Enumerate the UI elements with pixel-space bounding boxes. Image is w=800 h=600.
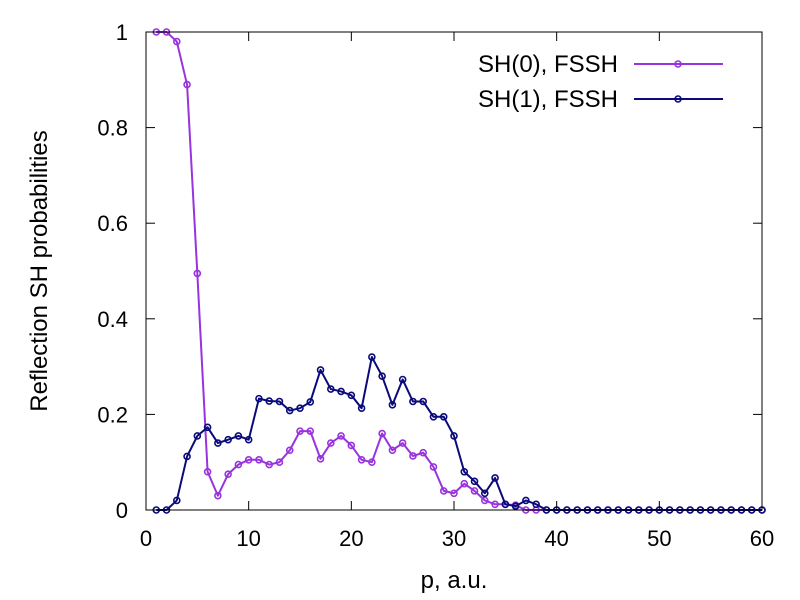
x-tick-label: 40	[544, 526, 568, 551]
data-point	[326, 439, 335, 447]
data-point	[255, 394, 263, 403]
data-point	[398, 439, 407, 447]
legend-swatch-marker	[674, 95, 682, 103]
data-point	[357, 456, 366, 464]
ticks	[145, 31, 763, 511]
data-point	[357, 404, 366, 412]
plot-lines	[152, 28, 766, 514]
data-point	[224, 470, 232, 478]
data-point	[470, 487, 479, 495]
x-tick-label: 0	[140, 526, 152, 551]
data-point	[337, 387, 345, 396]
data-point	[460, 479, 469, 488]
y-axis-title: Reflection SH probabilities	[26, 130, 53, 411]
data-point	[316, 366, 325, 374]
data-point	[265, 460, 274, 469]
data-point	[316, 455, 325, 463]
data-point	[296, 404, 304, 412]
data-point	[224, 435, 232, 444]
data-point	[173, 37, 181, 46]
data-point	[275, 458, 284, 467]
data-point	[429, 412, 438, 421]
data-point	[214, 491, 222, 500]
legend-item: SH(1), FSSH	[478, 86, 723, 113]
data-point	[450, 432, 458, 440]
data-point	[285, 446, 294, 455]
data-point	[347, 391, 356, 400]
data-point	[398, 375, 407, 384]
data-point	[491, 500, 499, 509]
legend-swatch-marker	[674, 60, 682, 68]
data-point	[522, 496, 530, 505]
data-point	[368, 353, 376, 361]
data-point	[388, 401, 397, 409]
data-point	[439, 412, 448, 421]
data-point	[409, 397, 417, 406]
data-point	[419, 397, 428, 406]
data-point	[265, 397, 274, 405]
series-line	[156, 356, 762, 511]
data-point	[306, 398, 315, 406]
data-point	[388, 446, 397, 455]
legend-item: SH(0), FSSH	[478, 51, 723, 78]
y-tick-label: 0.4	[97, 307, 128, 332]
data-point	[337, 432, 345, 440]
data-point	[306, 427, 315, 435]
data-point	[450, 489, 458, 498]
legend-label: SH(0), FSSH	[478, 51, 618, 78]
data-point	[173, 496, 181, 505]
data-point	[244, 456, 253, 464]
data-point	[378, 372, 386, 380]
data-point	[439, 487, 448, 495]
data-point	[511, 502, 520, 510]
y-tick-label: 0	[116, 498, 128, 523]
data-point	[480, 496, 489, 505]
legend-label: SH(1), FSSH	[478, 86, 618, 113]
data-point	[244, 435, 253, 444]
y-tick-label: 0.2	[97, 402, 128, 427]
data-point	[183, 452, 191, 461]
data-point	[214, 439, 222, 447]
data-point	[429, 463, 438, 471]
data-point	[203, 467, 212, 476]
data-point	[296, 427, 304, 435]
data-point	[480, 489, 489, 498]
data-point	[347, 441, 356, 450]
x-axis-title: p, a.u.	[421, 567, 488, 594]
x-tick-label: 10	[236, 526, 260, 551]
data-point	[234, 432, 243, 440]
data-point	[183, 80, 191, 89]
data-point	[326, 385, 335, 393]
data-point	[532, 500, 540, 509]
x-tick-label: 30	[442, 526, 466, 551]
data-point	[193, 269, 202, 278]
y-tick-label: 1	[116, 20, 128, 45]
data-point	[419, 448, 428, 457]
data-point	[275, 397, 284, 406]
x-tick-label: 60	[750, 526, 774, 551]
legend: SH(0), FSSH SH(1), FSSH	[478, 51, 723, 113]
data-point	[203, 423, 212, 432]
data-point	[470, 477, 479, 486]
data-point	[193, 432, 202, 440]
tick-labels: 0 10 20 30 40 50 60 0 0.2 0.4 0.6 0.8 1	[97, 20, 774, 551]
x-tick-label: 20	[339, 526, 363, 551]
data-point	[491, 474, 499, 482]
y-tick-label: 0.6	[97, 211, 128, 236]
data-point	[501, 500, 510, 509]
data-point	[378, 429, 386, 438]
data-point	[285, 406, 294, 415]
y-tick-label: 0.8	[97, 116, 128, 141]
data-point	[368, 458, 376, 467]
data-point	[409, 452, 417, 460]
data-point	[460, 467, 469, 476]
x-tick-label: 50	[647, 526, 671, 551]
data-point	[255, 456, 263, 464]
data-point	[234, 460, 243, 469]
